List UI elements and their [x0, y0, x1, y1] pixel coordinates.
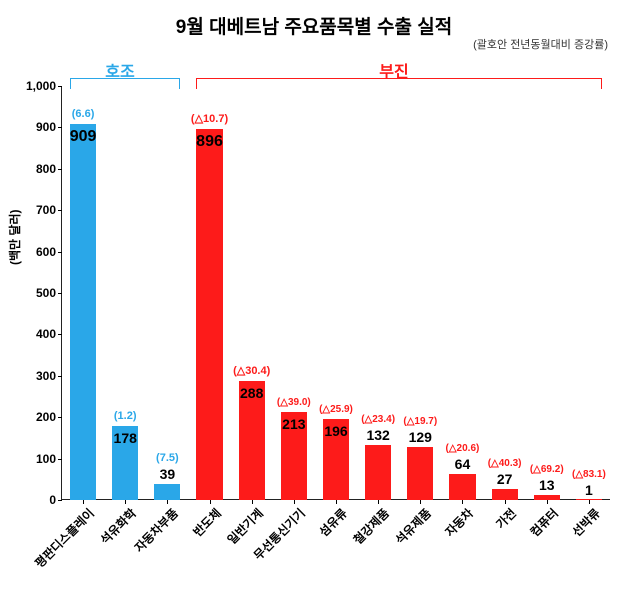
x-tick-mark — [167, 500, 168, 504]
x-category-label: 선박류 — [568, 505, 603, 540]
x-tick-mark — [125, 500, 126, 504]
x-tick-mark — [589, 500, 590, 504]
x-tick-mark — [462, 500, 463, 504]
x-category-label: 석유제품 — [392, 505, 435, 548]
bar-slot: 178(1.2)석유화학 — [104, 86, 146, 500]
x-tick-mark — [336, 500, 337, 504]
x-tick-mark — [547, 500, 548, 504]
bar-slot: 132(△23.4)철강제품 — [357, 86, 399, 500]
chart-title: 9월 대베트남 주요품목별 수출 실적 — [0, 12, 628, 39]
bar-value-label: 909 — [62, 128, 104, 146]
bar-slot: 288(△30.4)일반기계 — [231, 86, 273, 500]
bar-value-label: 1 — [568, 482, 610, 498]
y-tick-label: 0 — [49, 493, 56, 507]
chart-container: 9월 대베트남 주요품목별 수출 실적 (괄호안 전년동월대비 증강률) 호조 … — [0, 0, 628, 590]
x-tick-mark — [83, 500, 84, 504]
x-category-label: 가전 — [492, 505, 520, 533]
chart-subtitle: (괄호안 전년동월대비 증강률) — [473, 36, 608, 52]
x-category-label: 컴퓨터 — [526, 505, 561, 540]
y-axis-title: (백만 달러) — [6, 210, 23, 266]
bar-slot: 213(△39.0)무선통신기기 — [273, 86, 315, 500]
y-tick-label: 1,000 — [26, 79, 56, 93]
y-tick-mark — [58, 500, 62, 501]
y-tick-label: 600 — [36, 245, 56, 259]
bar-slot: 27(△40.3)가전 — [484, 86, 526, 500]
bar — [492, 489, 518, 500]
bar — [196, 129, 222, 500]
x-category-label: 자동차 — [442, 505, 477, 540]
bar-value-label: 178 — [104, 430, 146, 446]
bar-slot: 13(△69.2)컴퓨터 — [526, 86, 568, 500]
x-tick-mark — [420, 500, 421, 504]
x-tick-mark — [378, 500, 379, 504]
bar-pct-label: (△83.1) — [548, 469, 628, 480]
bar-slot: 909(6.6)평판디스플레이 — [62, 86, 104, 500]
y-tick-label: 800 — [36, 162, 56, 176]
x-tick-mark — [294, 500, 295, 504]
bar-value-label: 132 — [357, 427, 399, 443]
bar — [154, 484, 180, 500]
x-tick-mark — [505, 500, 506, 504]
plot-area: 01002003004005006007008009001,000909(6.6… — [62, 86, 610, 500]
y-tick-label: 300 — [36, 369, 56, 383]
x-category-label: 반도체 — [189, 505, 224, 540]
bar — [70, 124, 96, 500]
y-tick-label: 700 — [36, 203, 56, 217]
y-tick-label: 900 — [36, 120, 56, 134]
bar-slot: 196(△25.9)섬유류 — [315, 86, 357, 500]
x-category-label: 자동차부품 — [131, 505, 182, 556]
x-tick-mark — [252, 500, 253, 504]
y-tick-label: 500 — [36, 286, 56, 300]
y-tick-label: 100 — [36, 452, 56, 466]
bar-slot: 39(7.5)자동차부품 — [146, 86, 188, 500]
x-category-label: 철강제품 — [349, 505, 392, 548]
x-category-label: 평판디스플레이 — [31, 505, 98, 572]
x-tick-mark — [210, 500, 211, 504]
bar-slot: 129(△19.7)석유제품 — [399, 86, 441, 500]
bar — [407, 447, 433, 500]
y-tick-label: 200 — [36, 410, 56, 424]
bar-slot: 896(△10.7)반도체 — [188, 86, 230, 500]
bar-value-label: 896 — [188, 133, 230, 151]
bar-slot: 1(△83.1)선박류 — [568, 86, 610, 500]
bar — [365, 445, 391, 500]
bar — [449, 474, 475, 500]
bar-value-label: 39 — [146, 466, 188, 482]
bar-value-label: 213 — [273, 416, 315, 432]
bar-slot: 64(△20.6)자동차 — [441, 86, 483, 500]
x-category-label: 섬유류 — [315, 505, 350, 540]
y-tick-label: 400 — [36, 327, 56, 341]
